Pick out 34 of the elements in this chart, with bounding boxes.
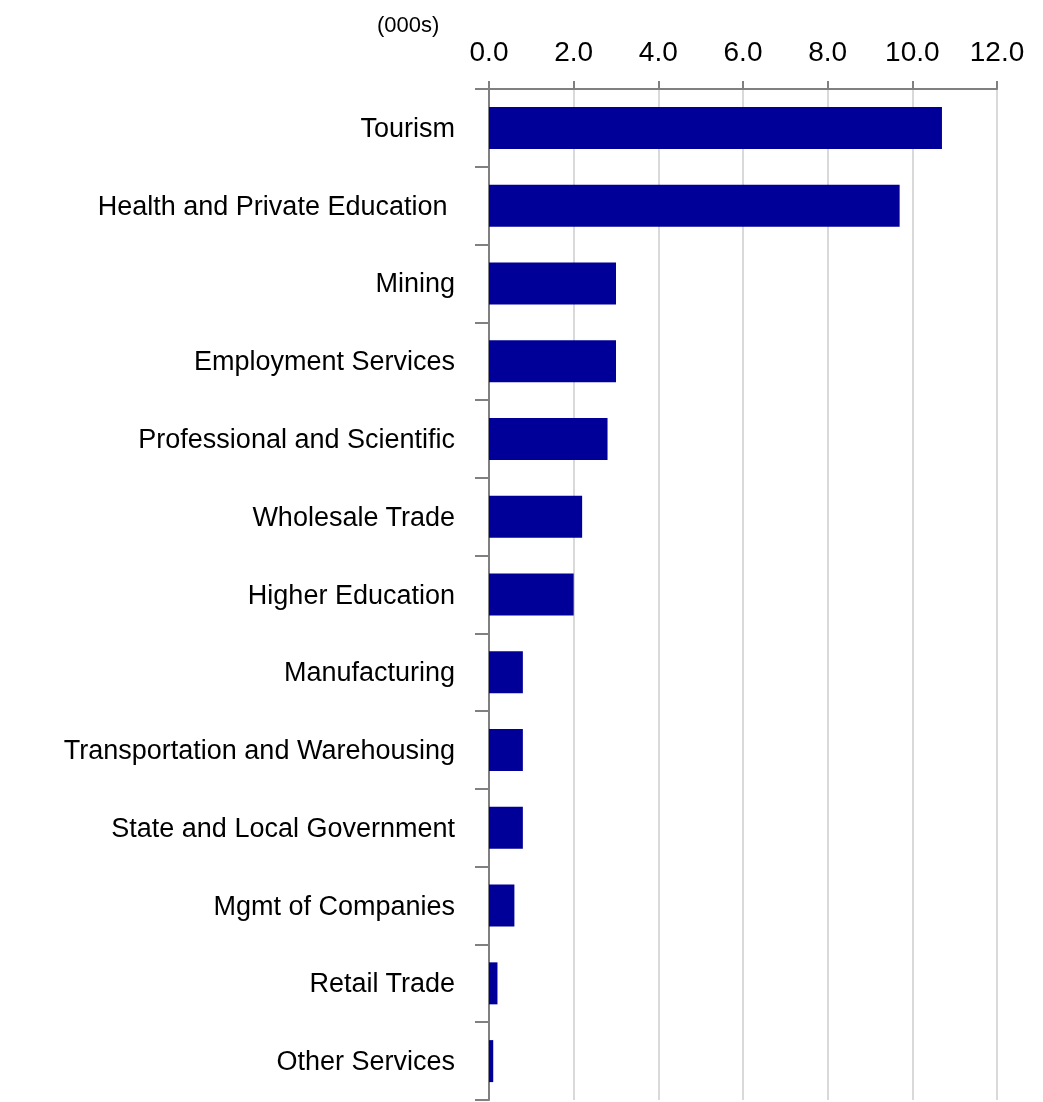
bar: [489, 417, 608, 460]
y-tick-label: Health and Private Education: [97, 190, 455, 221]
bar: [489, 884, 515, 927]
bar: [489, 106, 942, 149]
y-tick-label: Employment Services: [193, 346, 455, 377]
x-tick-label: 2.0: [554, 35, 594, 67]
y-tick-label: Higher Education: [247, 579, 455, 610]
y-tick-label: State and Local Government: [111, 812, 456, 843]
bar: [489, 573, 574, 616]
y-tick-label: Professional and Scientific: [138, 423, 455, 454]
bar: [489, 962, 498, 1005]
bar: [489, 806, 523, 849]
y-tick-label: Wholesale Trade: [252, 501, 455, 532]
y-tick-label: Mgmt of Companies: [213, 890, 455, 921]
x-tick-label: 0.0: [469, 35, 509, 67]
x-tick-label: 6.0: [723, 35, 763, 67]
bar: [489, 729, 523, 772]
x-tick-label: 12.0: [969, 35, 1025, 67]
y-tick-label: Mining: [375, 268, 455, 299]
y-tick-label: Tourism: [360, 112, 455, 143]
y-tick-label: Transportation and Warehousing: [63, 735, 455, 766]
bar: [489, 184, 900, 227]
x-tick-label: 10.0: [885, 35, 940, 67]
y-tick-label: Other Services: [276, 1046, 455, 1077]
bar: [489, 262, 616, 305]
bar: [489, 340, 616, 383]
x-tick-label: 4.0: [638, 35, 678, 67]
y-tick-label: Manufacturing: [283, 657, 455, 688]
bar: [489, 495, 583, 538]
y-tick-label: Retail Trade: [309, 968, 455, 999]
x-axis-title: (000s): [377, 11, 440, 37]
bar: [489, 651, 523, 694]
x-tick-label: 8.0: [808, 35, 848, 67]
bar: [489, 1040, 494, 1083]
